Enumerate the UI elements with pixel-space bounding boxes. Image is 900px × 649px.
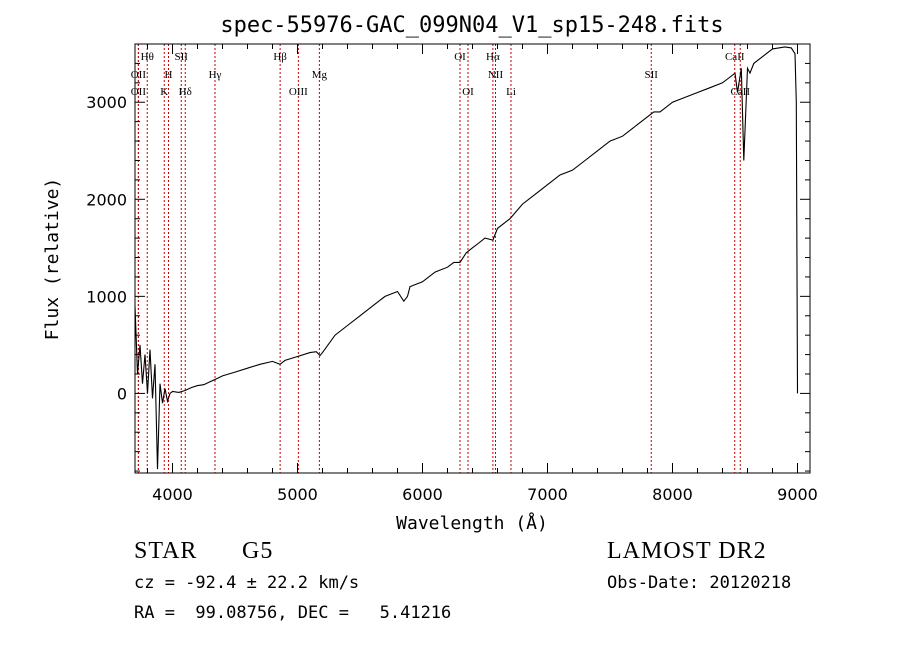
survey-name: LAMOST DR2 xyxy=(607,538,767,564)
chart-title: spec-55976-GAC_099N04_V1_sp15-248.fits xyxy=(220,13,723,38)
spectrum-line xyxy=(134,46,799,470)
x-tick-label: 9000 xyxy=(777,485,818,504)
y-tick-label: 0 xyxy=(117,384,127,403)
line-marker-label: OI xyxy=(454,51,466,63)
line-marker-label: H xyxy=(165,69,173,81)
y-axis-label: Flux (relative) xyxy=(42,178,63,341)
line-marker-label: OII xyxy=(131,69,147,81)
line-marker-label: NII xyxy=(488,69,504,81)
object-class: STAR xyxy=(134,538,198,564)
x-tick-label: 4000 xyxy=(152,485,193,504)
line-marker-label: Hγ xyxy=(209,69,222,81)
coordinates: RA = 99.08756, DEC = 5.41216 xyxy=(134,603,452,623)
redshift-velocity: cz = -92.4 ± 22.2 km/s xyxy=(134,573,360,593)
line-marker-label: Hδ xyxy=(179,86,192,98)
x-tick-label: 8000 xyxy=(652,485,693,504)
object-subclass: G5 xyxy=(242,538,274,564)
line-marker-label: Mg xyxy=(312,69,328,81)
x-axis-label: Wavelength (Å) xyxy=(396,512,548,534)
y-tick-label: 1000 xyxy=(86,287,127,306)
line-marker-label: CaII xyxy=(725,51,745,63)
x-tick-label: 7000 xyxy=(527,485,568,504)
line-marker-label: OIII xyxy=(289,86,308,98)
line-marker-label: SII xyxy=(175,51,189,63)
line-marker-label: Hθ xyxy=(141,51,154,63)
x-tick-label: 5000 xyxy=(277,485,318,504)
line-marker-label: Li xyxy=(506,86,516,98)
line-marker-label: CaII xyxy=(730,86,750,98)
line-marker-label: OI xyxy=(462,86,474,98)
y-tick-label: 2000 xyxy=(86,190,127,209)
line-marker-label: Hβ xyxy=(273,51,287,63)
x-tick-label: 6000 xyxy=(402,485,443,504)
observation-date: Obs-Date: 20120218 xyxy=(607,573,792,593)
line-marker-label: K xyxy=(160,86,168,98)
line-marker-label: OII xyxy=(131,86,147,98)
plot-frame xyxy=(134,43,811,474)
line-marker-label: SII xyxy=(645,69,659,81)
line-marker-label: Hα xyxy=(486,51,500,63)
y-tick-label: 3000 xyxy=(86,93,127,112)
